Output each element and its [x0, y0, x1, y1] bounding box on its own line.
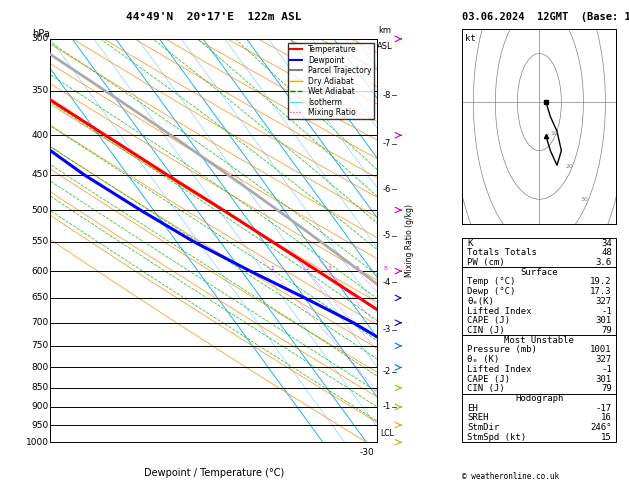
Text: LCL: LCL — [381, 429, 394, 438]
Text: EH: EH — [467, 404, 477, 413]
Text: 750: 750 — [31, 341, 48, 350]
Text: 550: 550 — [31, 238, 48, 246]
Text: 19.2: 19.2 — [590, 278, 612, 286]
Text: 246°: 246° — [590, 423, 612, 432]
Text: CIN (J): CIN (J) — [467, 384, 504, 393]
Text: 79: 79 — [601, 326, 612, 335]
Text: 1000: 1000 — [26, 438, 48, 447]
Text: Surface: Surface — [521, 268, 558, 277]
Text: -4: -4 — [382, 278, 391, 287]
Text: PW (cm): PW (cm) — [467, 258, 504, 267]
Text: © weatheronline.co.uk: © weatheronline.co.uk — [462, 472, 559, 481]
Text: 301: 301 — [596, 316, 612, 325]
Text: 850: 850 — [31, 383, 48, 392]
Text: -30: -30 — [359, 448, 374, 457]
Text: 500: 500 — [31, 206, 48, 214]
Text: hPa: hPa — [32, 29, 50, 39]
Text: 34: 34 — [601, 239, 612, 247]
Text: 800: 800 — [31, 363, 48, 372]
Text: -3: -3 — [382, 325, 391, 334]
Text: 2: 2 — [305, 266, 309, 271]
Text: kt: kt — [464, 34, 476, 43]
Text: SREH: SREH — [467, 414, 489, 422]
Text: 700: 700 — [31, 318, 48, 327]
Text: Hodograph: Hodograph — [515, 394, 564, 403]
Text: Lifted Index: Lifted Index — [467, 365, 532, 374]
Text: 900: 900 — [31, 402, 48, 412]
Text: -8: -8 — [382, 91, 391, 100]
Text: 16: 16 — [601, 414, 612, 422]
Text: CAPE (J): CAPE (J) — [467, 375, 510, 383]
Text: Most Unstable: Most Unstable — [504, 336, 574, 345]
Text: 20: 20 — [565, 164, 573, 169]
Text: Totals Totals: Totals Totals — [467, 248, 537, 257]
Text: 3.6: 3.6 — [596, 258, 612, 267]
Text: ASL: ASL — [377, 42, 392, 51]
Text: CIN (J): CIN (J) — [467, 326, 504, 335]
Text: 301: 301 — [596, 375, 612, 383]
Text: 650: 650 — [31, 294, 48, 302]
Text: StmSpd (kt): StmSpd (kt) — [467, 433, 526, 442]
Text: 600: 600 — [31, 267, 48, 276]
Text: 300: 300 — [31, 35, 48, 43]
Text: Lifted Index: Lifted Index — [467, 307, 532, 315]
Text: 5: 5 — [356, 266, 360, 271]
Text: θₑ(K): θₑ(K) — [467, 297, 494, 306]
Text: -7: -7 — [382, 139, 391, 148]
Text: 15: 15 — [601, 433, 612, 442]
Text: StmDir: StmDir — [467, 423, 499, 432]
Text: 17.3: 17.3 — [590, 287, 612, 296]
Text: 44°49'N  20°17'E  122m ASL: 44°49'N 20°17'E 122m ASL — [126, 12, 302, 22]
Text: Temp (°C): Temp (°C) — [467, 278, 515, 286]
Text: 8: 8 — [384, 266, 388, 271]
Text: K: K — [467, 239, 472, 247]
Legend: Temperature, Dewpoint, Parcel Trajectory, Dry Adiabat, Wet Adiabat, Isotherm, Mi: Temperature, Dewpoint, Parcel Trajectory… — [288, 43, 374, 120]
Text: -5: -5 — [382, 231, 391, 240]
Text: -17: -17 — [596, 404, 612, 413]
Text: Dewp (°C): Dewp (°C) — [467, 287, 515, 296]
Text: 950: 950 — [31, 420, 48, 430]
Text: Mixing Ratio (g/kg): Mixing Ratio (g/kg) — [405, 204, 414, 277]
Text: 327: 327 — [596, 297, 612, 306]
Text: 1: 1 — [270, 266, 274, 271]
Text: 350: 350 — [31, 86, 48, 95]
Text: 48: 48 — [601, 248, 612, 257]
Text: -1: -1 — [601, 307, 612, 315]
Text: -1: -1 — [601, 365, 612, 374]
Text: 400: 400 — [31, 131, 48, 140]
Text: 10: 10 — [550, 131, 558, 136]
Text: Pressure (mb): Pressure (mb) — [467, 346, 537, 354]
Text: θₑ (K): θₑ (K) — [467, 355, 499, 364]
Text: 03.06.2024  12GMT  (Base: 12): 03.06.2024 12GMT (Base: 12) — [462, 12, 629, 22]
Text: 327: 327 — [596, 355, 612, 364]
Text: 79: 79 — [601, 384, 612, 393]
Text: -1: -1 — [382, 402, 391, 412]
Text: 450: 450 — [31, 170, 48, 179]
Text: CAPE (J): CAPE (J) — [467, 316, 510, 325]
Text: Dewpoint / Temperature (°C): Dewpoint / Temperature (°C) — [144, 469, 284, 479]
Text: -2: -2 — [382, 367, 391, 376]
Text: km: km — [379, 26, 391, 35]
Text: 30: 30 — [581, 197, 588, 202]
Text: -6: -6 — [382, 185, 391, 194]
Text: 1001: 1001 — [590, 346, 612, 354]
Text: 3: 3 — [327, 266, 331, 271]
